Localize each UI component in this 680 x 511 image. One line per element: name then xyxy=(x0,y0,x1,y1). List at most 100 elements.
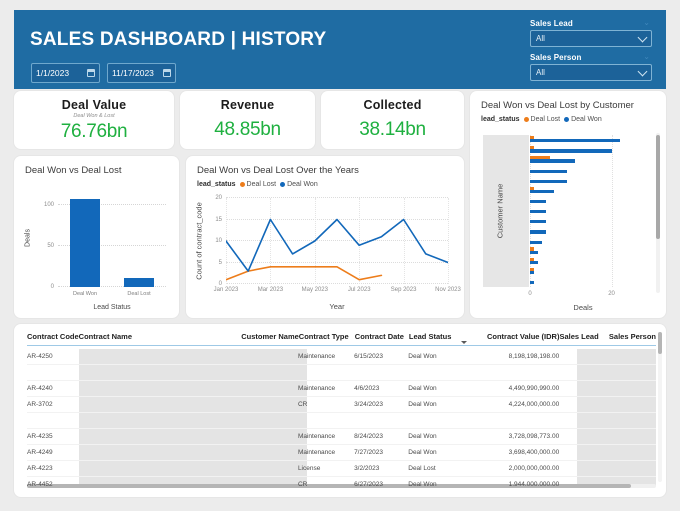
table-column-header[interactable]: Sales Lead xyxy=(559,332,599,341)
table-column-header[interactable]: Contract Date xyxy=(354,332,404,341)
customer-chart-bar-deal-won[interactable] xyxy=(530,270,535,275)
bar-chart-bar[interactable] xyxy=(70,198,100,287)
table-cell: AR-4240 xyxy=(27,385,53,392)
line-legend-title: lead_status xyxy=(197,181,236,188)
table-row[interactable] xyxy=(27,413,656,429)
line-chart-y-tick: 10 xyxy=(215,238,222,244)
chevron-down-icon[interactable]: ⌄ xyxy=(643,52,650,61)
date-from-input[interactable]: 1/1/2023 xyxy=(31,63,100,83)
line-chart-y-tick: 15 xyxy=(215,216,222,223)
chart-deal-won-vs-lost[interactable]: Deal Won vs Deal Lost Deals Lead Status … xyxy=(14,156,179,318)
line-chart-gridline: 0 xyxy=(219,281,448,287)
bar-chart-plot-area: 0 50 100 Deal Won Deal Lost xyxy=(44,189,166,297)
legend-dot-icon xyxy=(280,182,286,187)
table-row[interactable]: AR-4452 CR 6/27/2023 Deal Won 1,944,000,000.… xyxy=(27,477,656,486)
customer-chart-row xyxy=(530,267,636,277)
customer-chart-bar-deal-won[interactable] xyxy=(530,169,567,173)
table-row[interactable]: AR-4235 Maintenance 8/24/2023 Deal Won 3,728… xyxy=(27,429,656,445)
table-horizontal-scrollbar-thumb[interactable] xyxy=(27,484,631,488)
customer-legend-label-deal-won: Deal Won xyxy=(571,116,602,123)
slicer-sales-person-select[interactable]: All xyxy=(530,64,652,81)
kpi-revenue-amount: 48.85bn xyxy=(214,119,281,140)
bar-chart-bar[interactable] xyxy=(124,278,154,287)
customer-chart-bar-deal-lost[interactable] xyxy=(530,136,535,140)
line-chart-legend: lead_status Deal Lost Deal Won xyxy=(197,181,318,188)
customer-chart-bar-deal-won[interactable] xyxy=(530,149,612,153)
calendar-icon xyxy=(163,69,171,77)
customer-chart-bar-deal-won[interactable] xyxy=(530,250,539,254)
kpi-card-revenue[interactable]: Revenue 48.85bn xyxy=(180,91,315,149)
customer-chart-bar-deal-won[interactable] xyxy=(530,139,620,143)
table-vertical-scrollbar-thumb[interactable] xyxy=(658,332,662,354)
customer-chart-bar-deal-won[interactable] xyxy=(530,220,547,224)
kpi-collected-amount: 38.14bn xyxy=(359,119,426,140)
table-cell: 4/6/2023 xyxy=(354,385,380,392)
customer-chart-row xyxy=(530,236,636,246)
customer-chart-row xyxy=(530,196,636,206)
table-column-header[interactable]: Contract Name xyxy=(78,332,133,341)
kpi-card-collected[interactable]: Collected 38.14bn xyxy=(321,91,464,149)
date-range-filter: 1/1/2023 11/17/2023 xyxy=(31,63,176,83)
line-legend-item-deal-won[interactable]: Deal Won xyxy=(280,181,318,188)
table-cell: Deal Won xyxy=(408,385,437,392)
table-row[interactable]: AR-3702 CR 3/24/2023 Deal Won 4,224,000,000.… xyxy=(27,397,656,413)
customer-legend-item-deal-lost[interactable]: Deal Lost xyxy=(523,116,561,123)
table-vertical-scrollbar[interactable] xyxy=(658,332,662,482)
customer-chart-bar-deal-won[interactable] xyxy=(530,179,567,183)
slicer-sales-lead: Sales Lead ⌄ All xyxy=(530,19,652,47)
customer-legend-item-deal-won[interactable]: Deal Won xyxy=(564,116,602,123)
customer-chart-scrollbar-thumb[interactable] xyxy=(656,135,660,239)
bar-chart-x-axis-label: Lead Status xyxy=(93,304,131,311)
table-row[interactable]: AR-4240 Maintenance 4/6/2023 Deal Won 4,490,… xyxy=(27,381,656,397)
table-column-header[interactable]: Contract Type xyxy=(298,332,349,341)
date-to-input[interactable]: 11/17/2023 xyxy=(107,63,176,83)
kpi-card-deal-value[interactable]: Deal Value Deal Won & Lost 76.76bn xyxy=(14,91,174,149)
line-legend-item-deal-lost[interactable]: Deal Lost xyxy=(239,181,276,188)
customer-chart-bar-deal-lost[interactable] xyxy=(530,247,535,251)
line-chart-gridline: 5 xyxy=(219,260,448,266)
table-column-header[interactable]: Contract Value (IDR) xyxy=(459,332,559,344)
table-column-header[interactable]: Lead Status xyxy=(408,332,452,341)
table-row[interactable]: AR-4250 Maintenance 6/15/2023 Deal Won 8,198… xyxy=(27,349,656,365)
table-row[interactable]: AR-4249 Maintenance 7/27/2023 Deal Won 3,698… xyxy=(27,445,656,461)
table-row[interactable] xyxy=(27,365,656,381)
line-chart-x-tick: Jan 2023 xyxy=(213,287,239,293)
line-chart-line[interactable] xyxy=(226,218,448,272)
table-column-header[interactable]: Sales Person xyxy=(608,332,657,341)
customer-chart-bar-deal-won[interactable] xyxy=(530,159,575,163)
table-horizontal-scrollbar[interactable] xyxy=(27,484,656,488)
customer-chart-bar-deal-lost[interactable] xyxy=(530,156,551,160)
bar-chart-y-axis-label: Deals xyxy=(24,229,32,247)
customer-chart-bar-deal-won[interactable] xyxy=(530,199,547,204)
customer-chart-bar-deal-lost[interactable] xyxy=(530,146,535,150)
table-cell: CR xyxy=(297,481,308,486)
customer-chart-bar-deal-won[interactable] xyxy=(530,189,555,194)
customer-legend-label-deal-lost: Deal Lost xyxy=(530,116,561,123)
table-column-header[interactable]: Customer Name xyxy=(241,332,299,341)
customer-chart-x-tick: 0 xyxy=(528,291,532,297)
customer-chart-bar-deal-won[interactable] xyxy=(530,210,547,214)
customer-chart-row xyxy=(530,165,636,175)
slicer-sales-lead-select[interactable]: All xyxy=(530,30,652,47)
customer-chart-bar-deal-won[interactable] xyxy=(530,281,535,285)
slicer-sales-lead-value: All xyxy=(536,34,545,43)
page-title: SALES DASHBOARD | HISTORY xyxy=(30,29,327,50)
customer-chart-bar-deal-won[interactable] xyxy=(530,260,539,264)
line-chart-gridline: 20 xyxy=(215,195,448,201)
customer-chart-bar-deal-lost[interactable] xyxy=(530,186,535,190)
customer-chart-bar-deal-lost[interactable] xyxy=(530,257,535,261)
customer-chart-bar-deal-lost[interactable] xyxy=(530,267,535,271)
table-cell: CR xyxy=(297,401,308,408)
chart-deal-trend[interactable]: Deal Won vs Deal Lost Over the Years lea… xyxy=(186,156,464,318)
chart-deal-by-customer[interactable]: Deal Won vs Deal Lost by Customer lead_s… xyxy=(470,91,666,318)
bar-chart-y-tick: 50 xyxy=(47,243,54,250)
chevron-down-icon[interactable]: ⌄ xyxy=(643,18,650,27)
customer-chart-bar-deal-won[interactable] xyxy=(530,240,543,244)
table-row[interactable]: AR-4223 License 3/2/2023 Deal Lost 2,000,000… xyxy=(27,461,656,477)
customer-chart-bar-deal-won[interactable] xyxy=(530,230,547,234)
slicer-sales-lead-label: Sales Lead xyxy=(530,19,573,28)
line-chart-line[interactable] xyxy=(226,266,383,281)
table-column-header[interactable]: Contract Code xyxy=(27,332,79,341)
customer-chart-scrollbar[interactable] xyxy=(656,133,660,293)
bar-chart-gridline: 0 xyxy=(51,284,166,290)
